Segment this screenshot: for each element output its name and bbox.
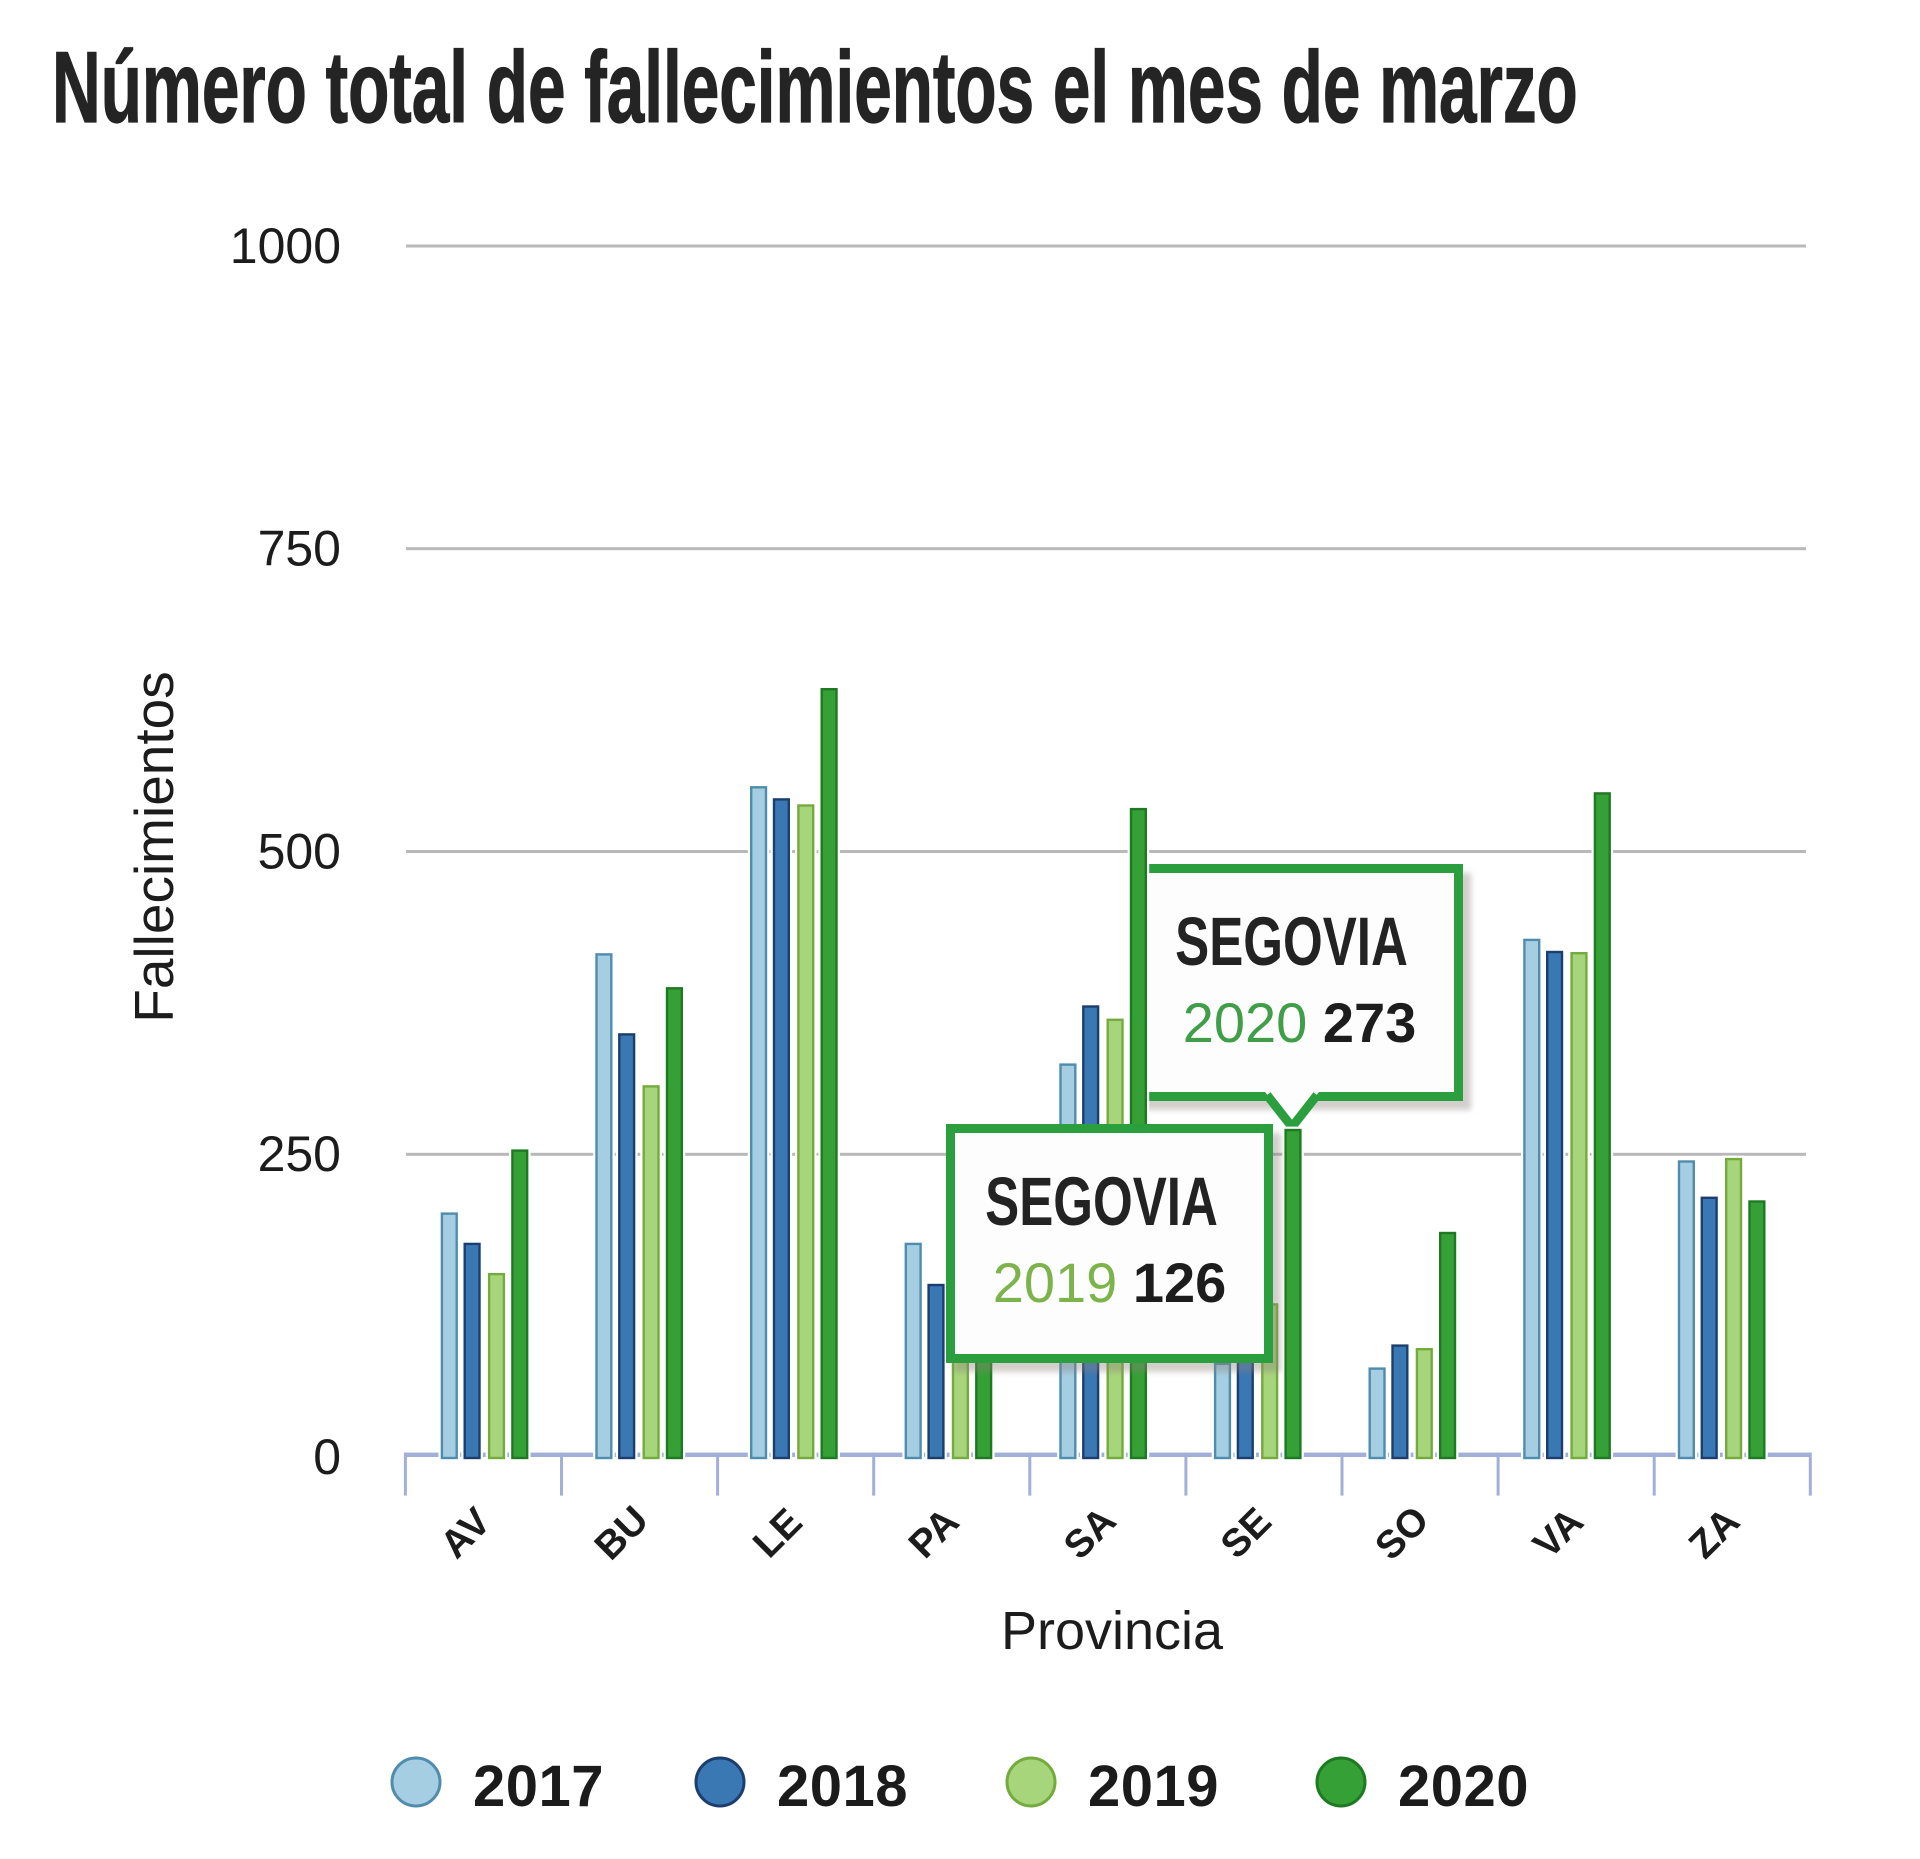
svg-text:SEGOVIA: SEGOVIA: [985, 1162, 1218, 1239]
svg-text:2020 273: 2020 273: [1183, 991, 1417, 1054]
svg-text:250: 250: [258, 1126, 341, 1182]
svg-text:1000: 1000: [230, 218, 341, 274]
svg-text:2017: 2017: [473, 1754, 604, 1819]
svg-text:2019 126: 2019 126: [993, 1251, 1227, 1314]
svg-text:500: 500: [258, 824, 341, 880]
svg-text:SEGOVIA: SEGOVIA: [1175, 902, 1408, 979]
svg-text:2018: 2018: [777, 1754, 908, 1819]
svg-text:2019: 2019: [1088, 1754, 1219, 1819]
svg-text:Fallecimientos: Fallecimientos: [123, 671, 185, 1023]
svg-text:0: 0: [313, 1429, 341, 1485]
svg-text:2020: 2020: [1398, 1754, 1529, 1819]
svg-text:750: 750: [258, 521, 341, 577]
svg-text:Provincia: Provincia: [1001, 1601, 1224, 1661]
svg-text:Número total de fallecimientos: Número total de fallecimientos el mes de…: [52, 31, 1578, 144]
